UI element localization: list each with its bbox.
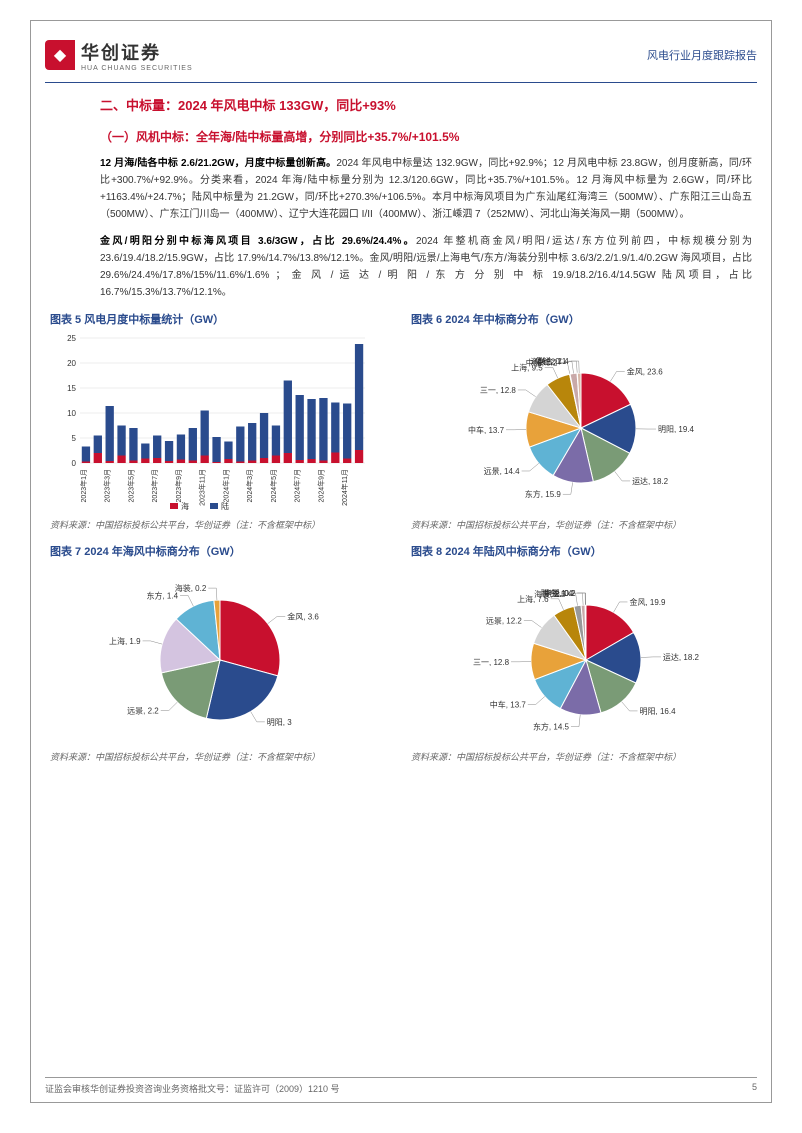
chart6-box: 金风, 23.6 明阳, 19.4 运达, 18.2 东方, 15.9 远景, 14.4… [411, 333, 752, 513]
chart8-box: 金风, 19.9 运达, 18.2 明阳, 16.4 东方, 14.5 中车, 13.7… [411, 565, 752, 745]
chart5-box: 0 5 10 15 20 25 2023年1月 2023年3月 2023年5月 2023年7月 20… [50, 333, 391, 513]
svg-text:明阳, 16.4: 明阳, 16.4 [640, 706, 677, 715]
svg-text:运达, 18.2: 运达, 18.2 [663, 651, 700, 661]
svg-text:金风, 23.6: 金风, 23.6 [627, 366, 664, 376]
subsection-heading: （一）风机中标：全年海/陆中标量高增，分别同比+35.7%/+101.5% [100, 128, 752, 145]
svg-text:金风, 19.9: 金风, 19.9 [629, 596, 666, 606]
charts-grid: 图表 5 风电月度中标量统计（GW） 0 5 10 15 20 25 2023年1月 2023… [50, 311, 752, 764]
section-heading: 二、中标量：2024 年风电中标 133GW，同比+93% [100, 95, 752, 114]
chart7-source: 资料来源：中国招标投标公共平台，华创证券（注：不含框架中标） [50, 751, 391, 765]
svg-text:三一, 12.8: 三一, 12.8 [473, 657, 510, 666]
svg-text:中车, 13.7: 中车, 13.7 [490, 699, 527, 709]
svg-text:2024年9月: 2024年9月 [316, 469, 325, 502]
svg-text:2023年3月: 2023年3月 [103, 469, 112, 502]
svg-text:2024年11月: 2024年11月 [340, 469, 349, 506]
logo-mark-icon: ◆ [45, 40, 75, 70]
chart6-source: 资料来源：中国招标投标公共平台，华创证券（注：不含框架中标） [411, 519, 752, 533]
paragraph-2: 金风/明阳分别中标海风项目 3.6/3GW，占比 29.6%/24.4%。202… [100, 233, 752, 301]
paragraph-1: 12 月海/陆各中标 2.6/21.2GW，月度中标量创新高。2024 年风电中… [100, 155, 752, 223]
logo-sub: HUA CHUANG SECURITIES [81, 65, 193, 72]
svg-text:远景, 14.4: 远景, 14.4 [484, 467, 521, 476]
svg-text:联合, 1.4: 联合, 1.4 [537, 356, 569, 366]
svg-text:东方, 15.9: 东方, 15.9 [525, 489, 562, 499]
chart5-svg: 0 5 10 15 20 25 2023年1月 2023年3月 2023年5月 2023年7月 20… [50, 333, 370, 513]
svg-text:海: 海 [181, 501, 189, 511]
chart8-title: 图表 8 2024 年陆风中标商分布（GW） [411, 543, 752, 559]
svg-text:金风, 3.6: 金风, 3.6 [287, 611, 319, 621]
svg-text:2024年1月: 2024年1月 [221, 469, 230, 502]
svg-text:远景, 12.2: 远景, 12.2 [486, 616, 523, 625]
logo-text: 华创证券 [81, 39, 193, 65]
para1-bold: 12 月海/陆各中标 2.6/21.2GW，月度中标量创新高。 [100, 158, 336, 169]
chart6-cell: 图表 6 2024 年中标商分布（GW） 金风, 23.6 明阳, 19.4 运达,… [411, 311, 752, 533]
svg-text:2023年5月: 2023年5月 [126, 469, 135, 502]
svg-text:中车, 13.7: 中车, 13.7 [468, 425, 505, 435]
chart7-title: 图表 7 2024 年海风中标商分布（GW） [50, 543, 391, 559]
svg-text:0: 0 [72, 459, 77, 468]
svg-text:运达, 18.2: 运达, 18.2 [632, 476, 669, 486]
svg-text:2024年3月: 2024年3月 [245, 469, 254, 502]
chart6-svg: 金风, 23.6 明阳, 19.4 运达, 18.2 东方, 15.9 远景, 14.4… [411, 333, 731, 513]
svg-text:三一, 12.8: 三一, 12.8 [480, 386, 517, 395]
svg-text:明阳, 3: 明阳, 3 [267, 717, 292, 726]
svg-text:2023年11月: 2023年11月 [198, 469, 207, 506]
chart7-svg: 金风, 3.6明阳, 3远景, 2.2上海, 1.9东方, 1.4海装, 0.2 [50, 565, 370, 745]
footer-page: 5 [752, 1082, 757, 1095]
footer: 证监会审核华创证券投资咨询业务资格批文号：证监许可（2009）1210 号 5 [45, 1077, 757, 1095]
svg-text:2023年9月: 2023年9月 [174, 469, 183, 502]
svg-text:远景, 2.2: 远景, 2.2 [127, 706, 159, 715]
content: 二、中标量：2024 年风电中标 133GW，同比+93% （一）风机中标：全年… [100, 95, 752, 764]
footer-left: 证监会审核华创证券投资咨询业务资格批文号：证监许可（2009）1210 号 [45, 1082, 340, 1095]
chart8-source: 资料来源：中国招标投标公共平台，华创证券（注：不含框架中标） [411, 751, 752, 765]
svg-text:2024年5月: 2024年5月 [269, 469, 278, 502]
para2-bold: 金风/明阳分别中标海风项目 3.6/3GW，占比 29.6%/24.4%。 [100, 236, 416, 247]
logo: ◆ 华创证券 HUA CHUANG SECURITIES [45, 39, 193, 72]
svg-text:明阳, 19.4: 明阳, 19.4 [658, 425, 695, 434]
svg-text:2023年7月: 2023年7月 [150, 469, 159, 502]
svg-text:上海, 1.9: 上海, 1.9 [109, 635, 141, 645]
chart7-cell: 图表 7 2024 年海风中标商分布（GW） 金风, 3.6 明阳, 3 远景, 2… [50, 543, 391, 765]
chart7-box: 金风, 3.6明阳, 3远景, 2.2上海, 1.9东方, 1.4海装, 0.2 [50, 565, 391, 745]
svg-text:25: 25 [67, 334, 76, 343]
svg-text:2024年7月: 2024年7月 [293, 469, 302, 502]
svg-text:5: 5 [72, 434, 77, 443]
header-divider [45, 82, 757, 83]
chart5-cell: 图表 5 风电月度中标量统计（GW） 0 5 10 15 20 25 2023年1月 2023… [50, 311, 391, 533]
svg-text:中船, 0.2: 中船, 0.2 [544, 588, 576, 598]
chart5-title: 图表 5 风电月度中标量统计（GW） [50, 311, 391, 327]
svg-text:海装, 0.2: 海装, 0.2 [175, 583, 207, 593]
chart5-source: 资料来源：中国招标投标公共平台，华创证券（注：不含框架中标） [50, 519, 391, 533]
svg-text:20: 20 [67, 359, 76, 368]
svg-text:东方, 14.5: 东方, 14.5 [533, 721, 570, 731]
svg-text:15: 15 [67, 384, 76, 393]
chart8-svg: 金风, 19.9 运达, 18.2 明阳, 16.4 东方, 14.5 中车, 13.7… [411, 565, 731, 745]
svg-text:10: 10 [67, 409, 76, 418]
chart6-title: 图表 6 2024 年中标商分布（GW） [411, 311, 752, 327]
svg-text:2023年1月: 2023年1月 [79, 469, 88, 502]
report-title: 风电行业月度跟踪报告 [647, 47, 757, 63]
chart8-cell: 图表 8 2024 年陆风中标商分布（GW） 金风, 19.9 运达, 18.2 明… [411, 543, 752, 765]
header: ◆ 华创证券 HUA CHUANG SECURITIES 风电行业月度跟踪报告 [45, 30, 757, 80]
svg-text:陆: 陆 [221, 501, 229, 511]
